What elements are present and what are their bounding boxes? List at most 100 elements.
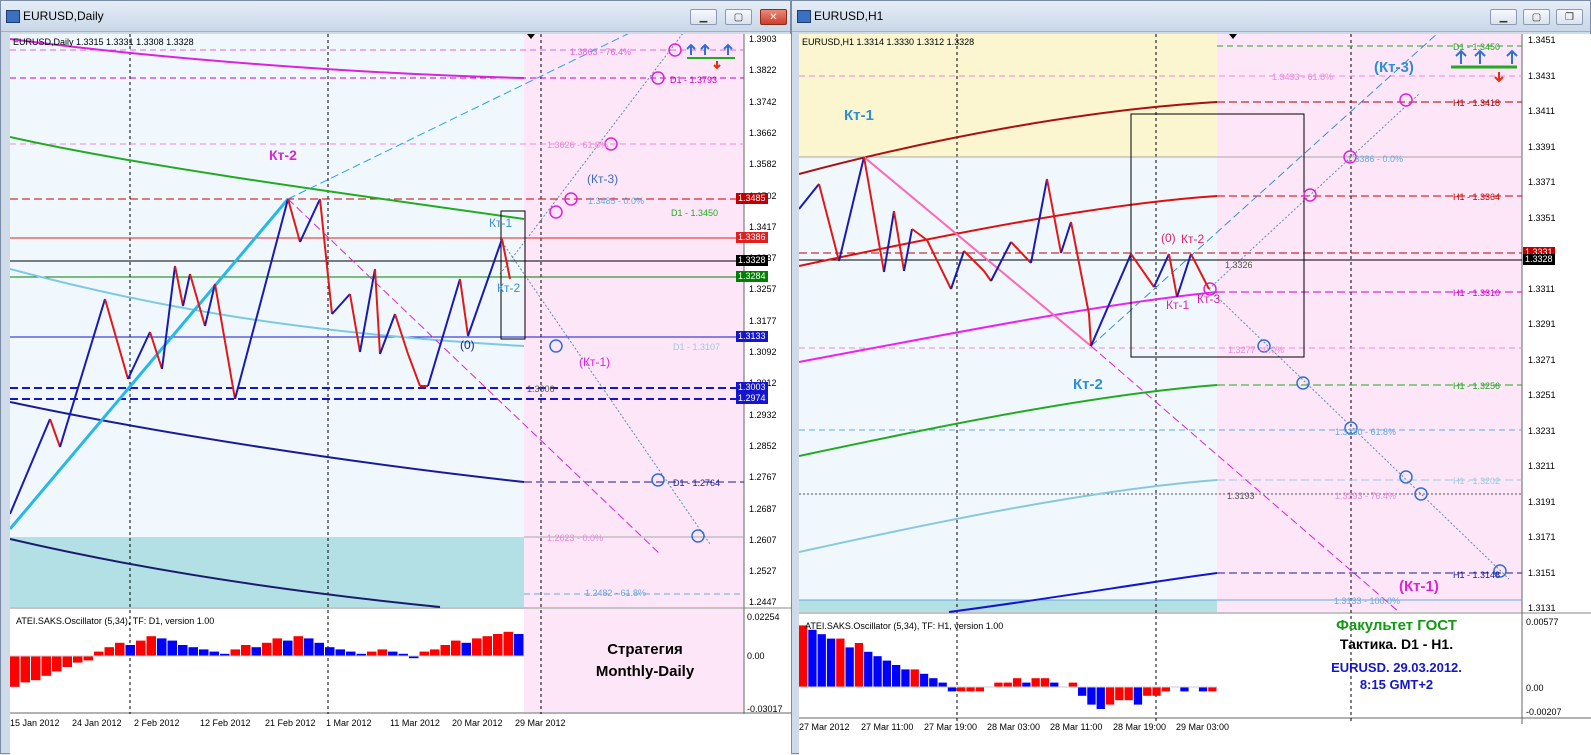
price-axis-label: 1.3391 xyxy=(1528,141,1556,152)
oscillator-bar xyxy=(125,645,135,656)
daily-price-tags: 1.3485 1.3386 1.3328 1.3284 1.3133 1.3003 1.29… xyxy=(736,34,792,607)
h1-kt3-label: Кт-3 xyxy=(1197,292,1221,306)
h1-osc-axis-zero: 0.00 xyxy=(1526,683,1544,693)
price-axis-label: 1.3211 xyxy=(1528,461,1555,471)
h1-chart-window[interactable]: EURUSD,H1 ▁ ▢ ❐ xyxy=(791,0,1591,755)
oscillator-bar xyxy=(947,687,957,692)
time-axis-label: 27 Mar 19:00 xyxy=(924,722,978,732)
daily-time-axis: 15 Jan 2012 24 Jan 2012 2 Feb 2012 12 Feb 2… xyxy=(10,718,792,732)
oscillator-bar xyxy=(367,651,377,656)
oscillator-bar xyxy=(199,649,209,656)
price-axis-label: 1.3411 xyxy=(1528,106,1555,116)
price-axis-label: 1.2607 xyxy=(749,534,777,545)
oscillator-bar xyxy=(966,687,975,692)
price-zigzag-segment xyxy=(883,210,895,273)
daily-titlebar[interactable]: EURUSD,Daily ▁ ▢ ✕ xyxy=(1,1,790,32)
oscillator-bar xyxy=(901,669,910,687)
restore-button[interactable]: ❐ xyxy=(1556,9,1583,25)
oscillator-bar xyxy=(994,682,1003,687)
oscillator-bar xyxy=(104,647,114,656)
price-tag: 1.2974 xyxy=(736,393,768,404)
oscillator-bar xyxy=(1078,687,1087,696)
daily-chart-area[interactable]: EURUSD,Daily 1.3315 1.3331 1.3308 1.3328… xyxy=(10,34,792,755)
daily-chart-window[interactable]: EURUSD,Daily ▁ ▢ ✕ xyxy=(0,0,792,755)
price-zigzag-segment xyxy=(1010,241,1032,264)
price-zigzag-segment xyxy=(1130,253,1155,288)
level-label: 1.3433 - 61.8% xyxy=(1272,72,1334,82)
price-zigzag-segment xyxy=(501,238,511,280)
h1-osc-axis-bottom: -0.00207 xyxy=(1526,707,1562,717)
price-axis-label: 1.3662 xyxy=(749,127,777,138)
oscillator-bar xyxy=(1031,678,1040,687)
maximize-button[interactable]: ▢ xyxy=(1523,9,1550,25)
oscillator-bar xyxy=(283,640,293,656)
oscillator-bar xyxy=(864,651,873,687)
price-zigzag-segment xyxy=(59,298,106,448)
price-axis-label: 1.2527 xyxy=(749,566,777,577)
oscillator-bar xyxy=(817,634,826,687)
price-axis-label: 1.3351 xyxy=(1528,212,1556,223)
kt1-label: Кт-1 xyxy=(489,216,513,230)
h1-kt3-paren-label: (Кт-3) xyxy=(1374,59,1414,76)
level-label: D1 - 1.2764 xyxy=(673,478,721,488)
oscillator-bar xyxy=(220,653,230,656)
close-button[interactable]: ✕ xyxy=(760,9,787,25)
price-zigzag-segment xyxy=(1153,253,1170,288)
price-axis-label: 1.3271 xyxy=(1528,354,1556,365)
level-label: 1.3230 - 61.8% xyxy=(1335,427,1397,437)
price-axis-label: 1.3191 xyxy=(1528,496,1556,507)
price-zigzag-segment xyxy=(1190,253,1210,290)
oscillator-bar xyxy=(514,634,524,656)
h1-symbol-info: EURUSD,H1 1.3314 1.3330 1.3312 1.3328 xyxy=(802,37,975,47)
maximize-button[interactable]: ▢ xyxy=(725,9,752,25)
oscillator-bar xyxy=(1180,687,1189,692)
price-axis-label: 1.2852 xyxy=(749,440,777,451)
level-label: 1.3485 - 0.0% xyxy=(588,196,645,206)
oscillator-bar xyxy=(377,649,387,656)
price-zigzag-segment xyxy=(174,265,184,307)
oscillator-bar xyxy=(178,645,188,656)
h1-titlebar[interactable]: EURUSD,H1 ▁ ▢ ❐ xyxy=(792,1,1590,32)
h1-chart-area[interactable]: EURUSD,H1 1.3314 1.3330 1.3312 1.3328 1.… xyxy=(799,34,1591,755)
price-zigzag-segment xyxy=(161,265,176,370)
oscillator-bar xyxy=(409,656,419,659)
price-zigzag-segment xyxy=(1060,221,1072,254)
oscillator-bar xyxy=(293,636,303,656)
oscillator-bar xyxy=(304,638,314,656)
minimize-button[interactable]: ▁ xyxy=(1490,9,1517,25)
price-zigzag-segment xyxy=(799,183,820,210)
h1-kt1-label: Кт-1 xyxy=(844,107,874,124)
price-axis-label: 1.2932 xyxy=(749,409,777,420)
oscillator-bar xyxy=(919,673,929,687)
kt2-label: Кт-2 xyxy=(269,147,297,163)
price-zigzag-segment xyxy=(1176,253,1192,298)
price-tag: 1.3485 xyxy=(736,193,768,204)
oscillator-bar xyxy=(1124,687,1133,701)
oscillator-bar xyxy=(157,638,167,656)
oscillator-bar xyxy=(419,651,429,656)
oscillator-bar xyxy=(461,642,471,656)
oscillator-bar xyxy=(10,656,20,687)
minimize-button[interactable]: ▁ xyxy=(690,9,717,25)
price-zigzag-segment xyxy=(359,268,376,353)
oscillator-bar xyxy=(929,678,938,687)
h1-time-axis: 27 Mar 2012 27 Mar 11:00 27 Mar 19:00 28 Ma… xyxy=(799,722,1591,736)
chart-app-icon xyxy=(6,10,20,23)
daily-window-title: EURUSD,Daily xyxy=(23,9,104,23)
oscillator-bar xyxy=(1096,687,1105,709)
strategy-caption: Стратегия Monthly-Daily xyxy=(570,639,720,683)
level-label: 1.3133 - 100.0% xyxy=(1334,596,1401,606)
faculty-caption: Факультет ГОСТ Тактика. D1 - H1. EURUSD.… xyxy=(1289,617,1504,693)
price-tag: 1.3328 xyxy=(736,255,768,266)
oscillator-bar xyxy=(503,631,513,656)
price-axis-label: 1.3742 xyxy=(749,96,777,107)
level-label: D1 - 1.3450 xyxy=(1453,42,1501,52)
price-zigzag-segment xyxy=(10,418,51,515)
price-zigzag-segment xyxy=(287,198,301,243)
oscillator-bar xyxy=(1152,687,1161,696)
oscillator-bar xyxy=(799,625,808,687)
oscillator-bar xyxy=(388,651,398,656)
level-label: 1.3006 xyxy=(527,384,555,394)
h1-zero-label: (0) xyxy=(1161,231,1176,245)
zero-label: (0) xyxy=(460,338,475,352)
